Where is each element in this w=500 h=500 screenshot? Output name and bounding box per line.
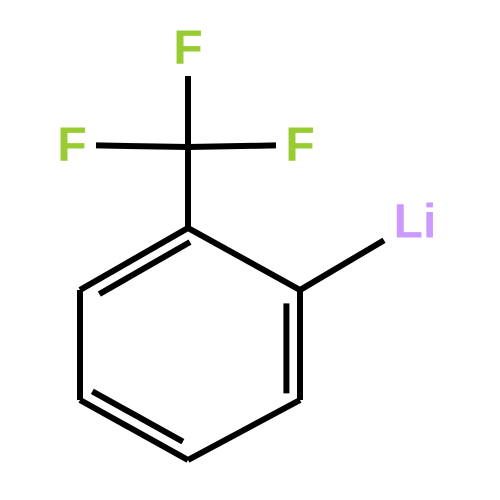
bond-C6-C1 [80, 228, 188, 290]
bond-C_cf3-F_left [96, 145, 188, 147]
atom-label-F_top: F [173, 22, 202, 75]
bond-C1-C2 [188, 228, 300, 290]
atom-label-F_right: F [285, 119, 314, 172]
molecule-canvas: F F F Li [0, 0, 500, 500]
bond-C3-C4 [188, 400, 300, 460]
bond-C_cf3-F_right [188, 145, 276, 147]
atom-label-F_left: F [57, 119, 86, 172]
bond-C4-C5 [80, 400, 188, 460]
bond-C2-Li [300, 240, 384, 290]
atom-label-Li: Li [394, 196, 437, 249]
